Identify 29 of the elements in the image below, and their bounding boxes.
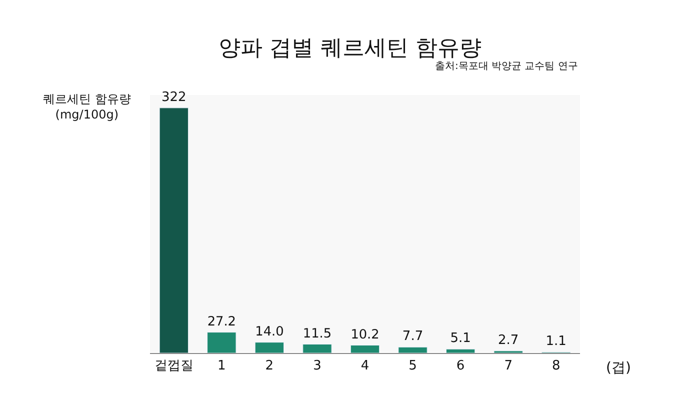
data-label: 322	[161, 90, 186, 105]
x-tick-label: 7	[504, 358, 512, 374]
data-label: 11.5	[302, 326, 332, 342]
data-label: 10.2	[350, 327, 380, 342]
data-label: 5.1	[450, 331, 471, 346]
y-axis-title: 퀘르세틴 함유량 (mg/100g)	[43, 92, 131, 122]
bar	[302, 344, 332, 353]
x-tick-label: 겉껍질	[154, 358, 194, 374]
data-label: 27.2	[207, 314, 236, 330]
bar	[207, 332, 236, 353]
data-label: 1.1	[546, 334, 566, 350]
data-label: 7.7	[402, 329, 424, 344]
chart-title: 양파 겹별 퀘르세틴 함유량	[218, 36, 482, 62]
data-label: 14.0	[255, 324, 284, 340]
bar	[254, 342, 284, 353]
bar	[350, 344, 380, 353]
bar	[159, 108, 188, 353]
bar	[446, 348, 476, 353]
x-tick-label: 8	[552, 358, 560, 374]
x-tick-label: 1	[218, 358, 226, 374]
x-tick-label: 5	[408, 358, 417, 374]
x-axis-title: (겹)	[606, 360, 631, 376]
bar	[398, 346, 428, 353]
x-tick-label: 3	[313, 358, 322, 374]
x-tick-label: 4	[360, 358, 370, 374]
source-note: 출처:목포대 박양균 교수팀 연구	[435, 61, 578, 72]
data-label: 2.7	[498, 332, 519, 348]
x-tick-label: 2	[265, 358, 274, 374]
x-tick-label: 6	[456, 358, 465, 374]
